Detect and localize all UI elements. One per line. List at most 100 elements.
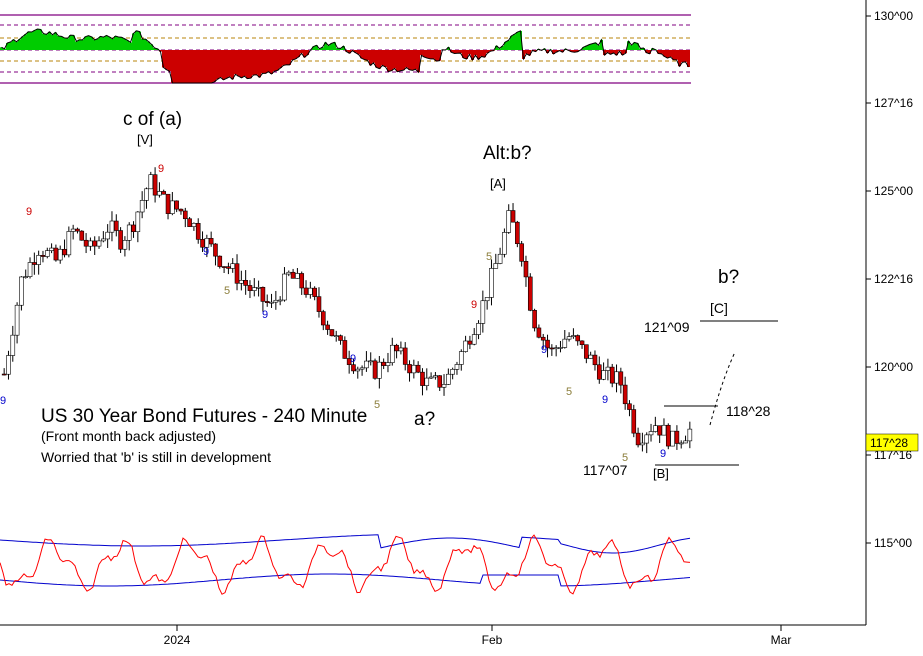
candle-body [506, 210, 512, 233]
oscillator-bar [66, 38, 69, 50]
candle-body [178, 208, 184, 212]
oscillator-bar [312, 46, 315, 50]
candle-body [471, 334, 477, 345]
candle-body [420, 371, 425, 386]
oscillator-bar [294, 50, 297, 59]
oscillator-bar [249, 50, 252, 79]
candle-body [75, 228, 80, 232]
oscillator-bar [465, 50, 468, 60]
candle-body [428, 376, 434, 379]
candle-body [588, 354, 593, 359]
candle-body [333, 335, 339, 337]
oscillator-bar [657, 50, 660, 54]
current-price-marker: 117^28 [865, 433, 919, 452]
oscillator-bar [684, 50, 687, 62]
candle-body [282, 273, 287, 301]
oscillator-bar [123, 38, 126, 50]
candle-body [1, 373, 7, 376]
oscillator-bar [369, 50, 372, 66]
oscillator-bar [609, 50, 612, 55]
oscillator-bar [93, 39, 96, 50]
oscillator-bar [474, 50, 477, 56]
oscillator-bar [366, 50, 369, 61]
oscillator-bar [375, 50, 378, 68]
x-tick-label: Feb [482, 633, 503, 647]
oscillator-bar [243, 50, 246, 77]
oscillator-bar [495, 45, 498, 50]
oscillator-bar [561, 50, 564, 53]
candle-body [14, 304, 20, 336]
candle-body [510, 210, 516, 223]
oscillator-bar [114, 36, 117, 50]
oscillator-bar [513, 34, 516, 50]
wave-label-a-bracket: [A] [490, 176, 506, 191]
oscillator-histogram [0, 28, 690, 83]
oscillator-bar [90, 36, 93, 50]
candle-body [351, 364, 356, 372]
oscillator-bar [219, 50, 222, 78]
candle-body [463, 340, 468, 352]
count-mark: 9 [0, 395, 6, 407]
oscillator-bar [666, 50, 669, 59]
candle-body [601, 370, 606, 380]
candle-body [402, 347, 408, 365]
oscillator-bar [675, 50, 678, 60]
candle-body [653, 425, 658, 432]
candle-body [364, 360, 369, 369]
oscillator-bar [456, 50, 459, 54]
oscillator-bar [132, 33, 135, 50]
candle-body [622, 384, 628, 405]
chart-note: Worried that 'b' is still in development [41, 449, 271, 465]
current-price-label: 117^28 [870, 436, 908, 450]
oscillator-bar [489, 50, 492, 52]
oscillator-bar [426, 50, 429, 59]
count-mark: 9 [203, 246, 209, 258]
candle-body [678, 442, 684, 445]
y-tick-label: 122^16 [874, 272, 913, 286]
candle-body [290, 271, 296, 279]
oscillator-bar [384, 50, 387, 67]
oscillator-bar [360, 50, 363, 59]
oscillator-bar [387, 50, 390, 72]
candle-body [687, 428, 693, 442]
wave-label-b: b? [718, 267, 739, 288]
count-mark: 9 [158, 163, 164, 175]
candle-body [53, 247, 59, 261]
candle-body [489, 268, 494, 298]
level-label-117-07: 117^07 [583, 462, 628, 478]
candle-body [170, 200, 175, 214]
oscillator-bar [504, 41, 507, 50]
oscillator-bar [315, 45, 318, 50]
candle-body [62, 248, 67, 256]
candle-body [458, 351, 464, 365]
candle-body [226, 266, 231, 269]
candle-body [683, 440, 688, 444]
candle-body [493, 263, 499, 269]
y-axis: 130^00 127^16 125^00 122^16 120^00 117^16 115^… [866, 9, 913, 550]
candle-body [264, 301, 270, 303]
oscillator-bar [678, 50, 681, 67]
candle-body [562, 338, 568, 348]
oscillator-bar [285, 50, 288, 65]
oscillator-bar [9, 41, 12, 50]
oscillator-bar [606, 50, 609, 53]
candle-body [670, 430, 675, 447]
candle-body [234, 263, 240, 284]
oscillator-bar [153, 47, 156, 50]
oscillator-bar [405, 50, 408, 68]
candle-body [441, 384, 447, 388]
oscillator-bar [546, 50, 549, 54]
oscillator-bar [672, 50, 675, 60]
candle-body [338, 335, 343, 341]
oscillator-bar [129, 42, 132, 50]
wave-label-v: [V] [137, 132, 153, 147]
oscillator-bar [303, 50, 306, 58]
x-axis: 2024 Feb Mar [164, 625, 791, 647]
oscillator-bar [498, 48, 501, 50]
oscillator-bar [177, 50, 180, 83]
candle-body [674, 430, 680, 444]
candle-body [105, 231, 110, 240]
candle-body [618, 371, 624, 386]
oscillator-bar [273, 50, 276, 72]
oscillator-bar [636, 43, 639, 50]
